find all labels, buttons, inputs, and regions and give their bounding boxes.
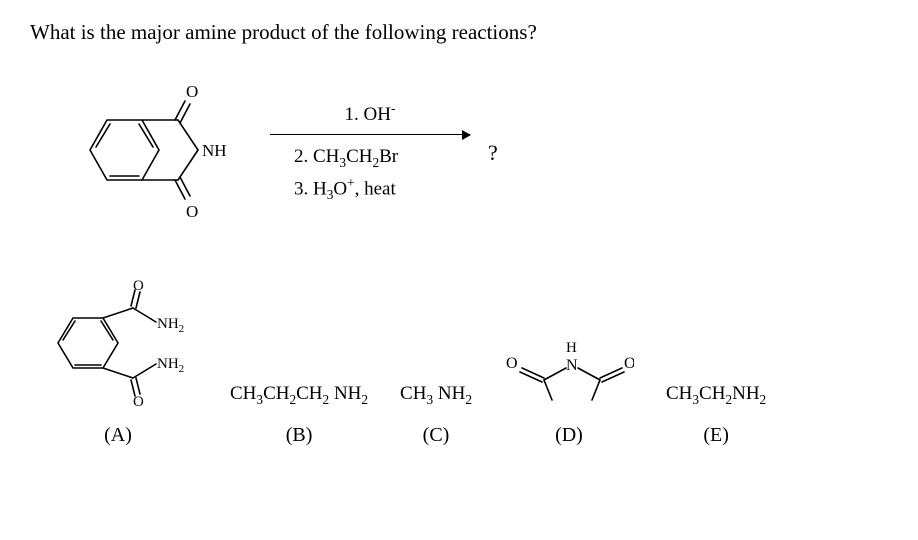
reagent-step-1: 1. OH- bbox=[345, 101, 396, 130]
svg-text:NH: NH bbox=[202, 141, 227, 160]
svg-text:H: H bbox=[566, 340, 577, 356]
svg-text:NH2: NH2 bbox=[157, 356, 184, 375]
answer-label-E: (E) bbox=[703, 424, 729, 447]
svg-text:O: O bbox=[133, 278, 144, 294]
formula-C: CH3 NH2 bbox=[400, 383, 472, 408]
starting-material-structure: O O NH bbox=[60, 73, 240, 233]
answer-choice-D: O O N H (D) bbox=[504, 330, 634, 447]
answer-choice-E: CH3CH2NH2 (E) bbox=[666, 383, 766, 447]
svg-text:N: N bbox=[566, 357, 578, 374]
answer-label-C: (C) bbox=[423, 424, 450, 447]
answer-label-B: (B) bbox=[286, 424, 313, 447]
answer-choice-A: O O NH2 NH2 (A) bbox=[38, 278, 198, 447]
question-text: What is the major amine product of the f… bbox=[30, 20, 888, 45]
structure-D: O O N H bbox=[504, 330, 634, 408]
product-unknown: ? bbox=[488, 140, 498, 166]
answer-choice-B: CH3CH2CH2 NH2 (B) bbox=[230, 383, 368, 447]
svg-text:NH2: NH2 bbox=[157, 316, 184, 335]
formula-E: CH3CH2NH2 bbox=[666, 383, 766, 408]
svg-text:O: O bbox=[186, 202, 198, 221]
svg-text:O: O bbox=[133, 394, 144, 408]
svg-text:O: O bbox=[624, 355, 634, 372]
answer-label-D: (D) bbox=[555, 424, 583, 447]
structure-A: O O NH2 NH2 bbox=[38, 278, 198, 408]
reagent-steps-2-3: 2. CH3CH2Br 3. H3O+, heat bbox=[270, 139, 470, 205]
reagent-conditions: 1. OH- 2. CH3CH2Br 3. H3O+, heat bbox=[270, 101, 470, 205]
formula-B: CH3CH2CH2 NH2 bbox=[230, 383, 368, 408]
reaction-scheme: O O NH 1. OH- 2. CH3CH2Br 3. H3O+, heat … bbox=[60, 73, 888, 233]
reaction-arrow bbox=[270, 134, 470, 135]
svg-text:O: O bbox=[506, 355, 518, 372]
answer-choice-C: CH3 NH2 (C) bbox=[400, 383, 472, 447]
answer-choices: O O NH2 NH2 (A) CH3CH2CH2 NH2 (B) CH3 NH… bbox=[38, 278, 888, 447]
svg-text:O: O bbox=[186, 82, 198, 101]
answer-label-A: (A) bbox=[104, 424, 132, 447]
